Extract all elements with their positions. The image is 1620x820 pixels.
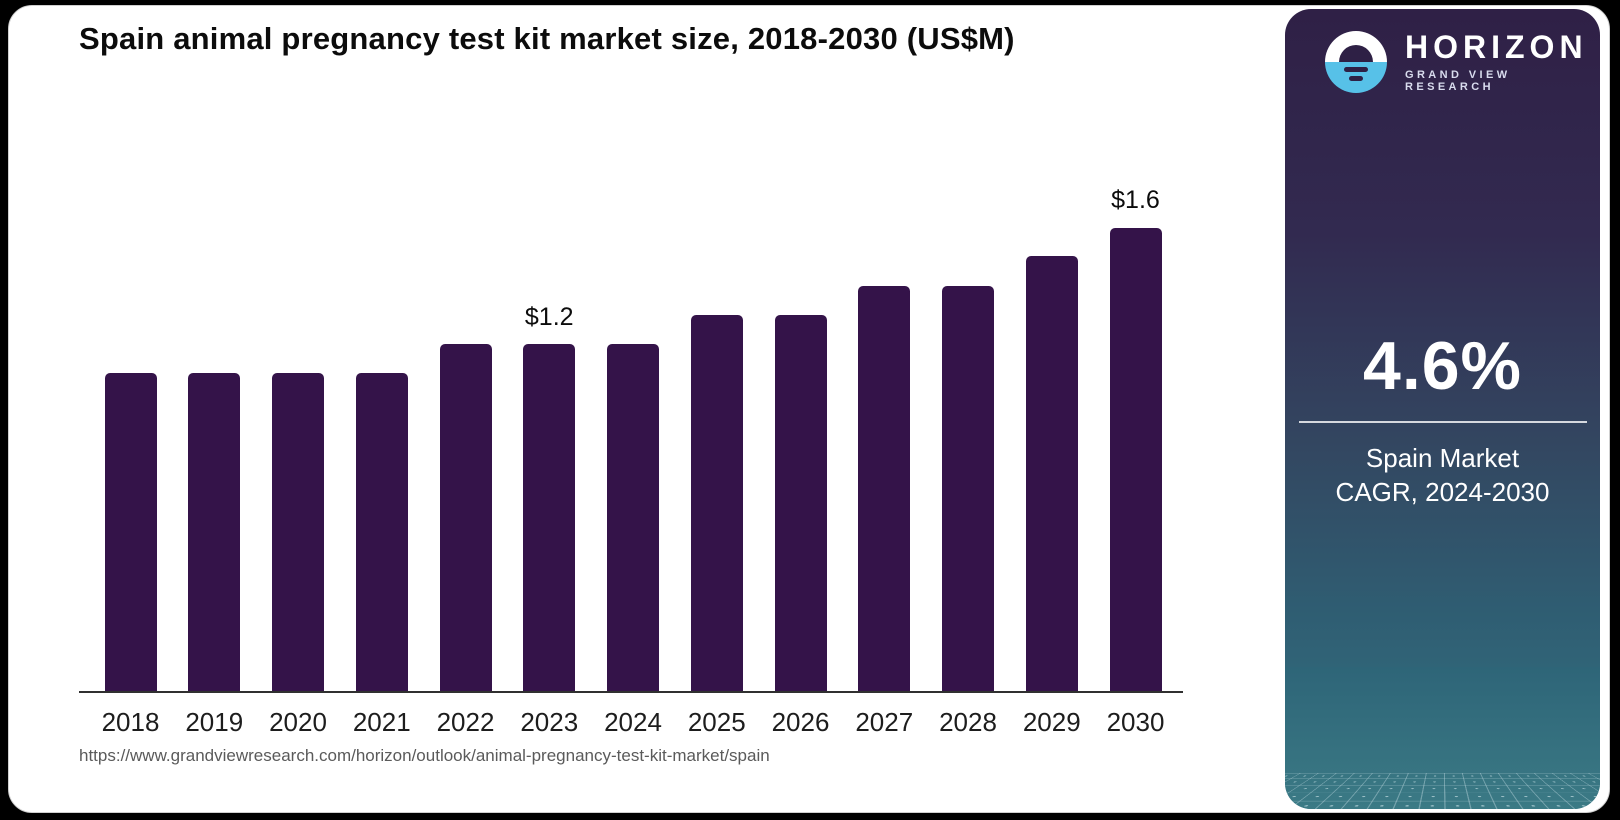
bar-2022: [439, 344, 492, 693]
bar-2025: [690, 315, 743, 693]
bar-slot-2026: 2026: [759, 228, 842, 737]
logo-dome-shape: [1339, 45, 1373, 62]
cagr-stat-block: 4.6% Spain Market CAGR, 2024-2030: [1285, 327, 1600, 510]
logo-reflection-line: [1344, 67, 1368, 72]
x-tick-2022: 2022: [436, 707, 495, 737]
chart-title: Spain animal pregnancy test kit market s…: [79, 21, 1015, 56]
bar-slot-2019: 2019: [173, 228, 256, 737]
x-tick-2025: 2025: [687, 707, 746, 737]
bar-slot-2022: 2022: [424, 228, 507, 737]
x-tick-2030: 2030: [1106, 707, 1165, 737]
x-axis-line: [79, 691, 1183, 693]
wireframe-mesh-decoration: [1285, 667, 1600, 809]
source-url[interactable]: https://www.grandviewresearch.com/horizo…: [79, 746, 770, 765]
bar-slot-2020: 2020: [257, 228, 340, 737]
bar-2027: [858, 286, 911, 693]
bar-2023: [523, 344, 576, 693]
cagr-label-line1: Spain Market: [1365, 443, 1520, 473]
bar-2024: [607, 344, 659, 693]
brand-text: HORIZON GRAND VIEW RESEARCH: [1405, 31, 1600, 93]
bar-2020: [272, 373, 324, 693]
perspective-grid: [1285, 773, 1600, 809]
brand-sidebar: HORIZON GRAND VIEW RESEARCH 4.6% Spain M…: [1285, 9, 1600, 809]
x-tick-2028: 2028: [939, 707, 997, 737]
x-tick-2021: 2021: [352, 707, 411, 737]
x-tick-2018: 2018: [101, 707, 160, 737]
cagr-label-line2: CAGR, 2024-2030: [1335, 477, 1550, 508]
x-tick-2023: 2023: [520, 707, 579, 737]
bar-slot-2024: 2024: [592, 228, 675, 737]
bar-slot-2028: 2028: [927, 228, 1010, 737]
bar-2029: [1025, 256, 1078, 693]
bars-container: 2018 2019 2020 2021 2022 $1.2 2023 2024 2025 2026…: [89, 186, 1177, 737]
brand-logo: HORIZON GRAND VIEW RESEARCH: [1325, 31, 1600, 93]
cagr-value: 4.6%: [1363, 328, 1522, 404]
bar-2018: [104, 373, 157, 693]
brand-tagline: GRAND VIEW RESEARCH: [1405, 69, 1511, 93]
x-tick-2026: 2026: [771, 707, 830, 737]
bar-slot-2018: 2018: [89, 228, 172, 737]
bar-slot-2029: 2029: [1010, 228, 1093, 737]
value-label-2023: $1.2: [524, 303, 574, 331]
bar-2019: [188, 373, 241, 693]
bar-slot-2023: $1.2 2023: [508, 228, 591, 737]
logo-reflection-line: [1349, 76, 1363, 81]
x-tick-2029: 2029: [1022, 707, 1081, 737]
bar-2028: [942, 286, 994, 693]
stat-divider: [1298, 421, 1587, 423]
bar-slot-2025: 2025: [675, 228, 758, 737]
x-tick-2020: 2020: [269, 707, 327, 737]
bar-slot-2021: 2021: [340, 228, 423, 737]
bar-chart: 2018 2019 2020 2021 2022 $1.2 2023 2024 2025 2026…: [89, 186, 1177, 737]
bar-2021: [355, 373, 408, 693]
bar-2030: [1109, 228, 1162, 693]
horizon-sun-logo-icon: [1325, 31, 1387, 93]
x-tick-2024: 2024: [604, 707, 662, 737]
bar-slot-2030: $1.6 2030: [1094, 186, 1177, 737]
value-label-2030: $1.6: [1111, 186, 1160, 214]
brand-name: HORIZON: [1405, 29, 1588, 65]
x-tick-2027: 2027: [855, 707, 914, 737]
bar-2026: [774, 315, 827, 693]
x-tick-2019: 2019: [185, 707, 244, 737]
bar-slot-2027: 2027: [843, 228, 926, 737]
